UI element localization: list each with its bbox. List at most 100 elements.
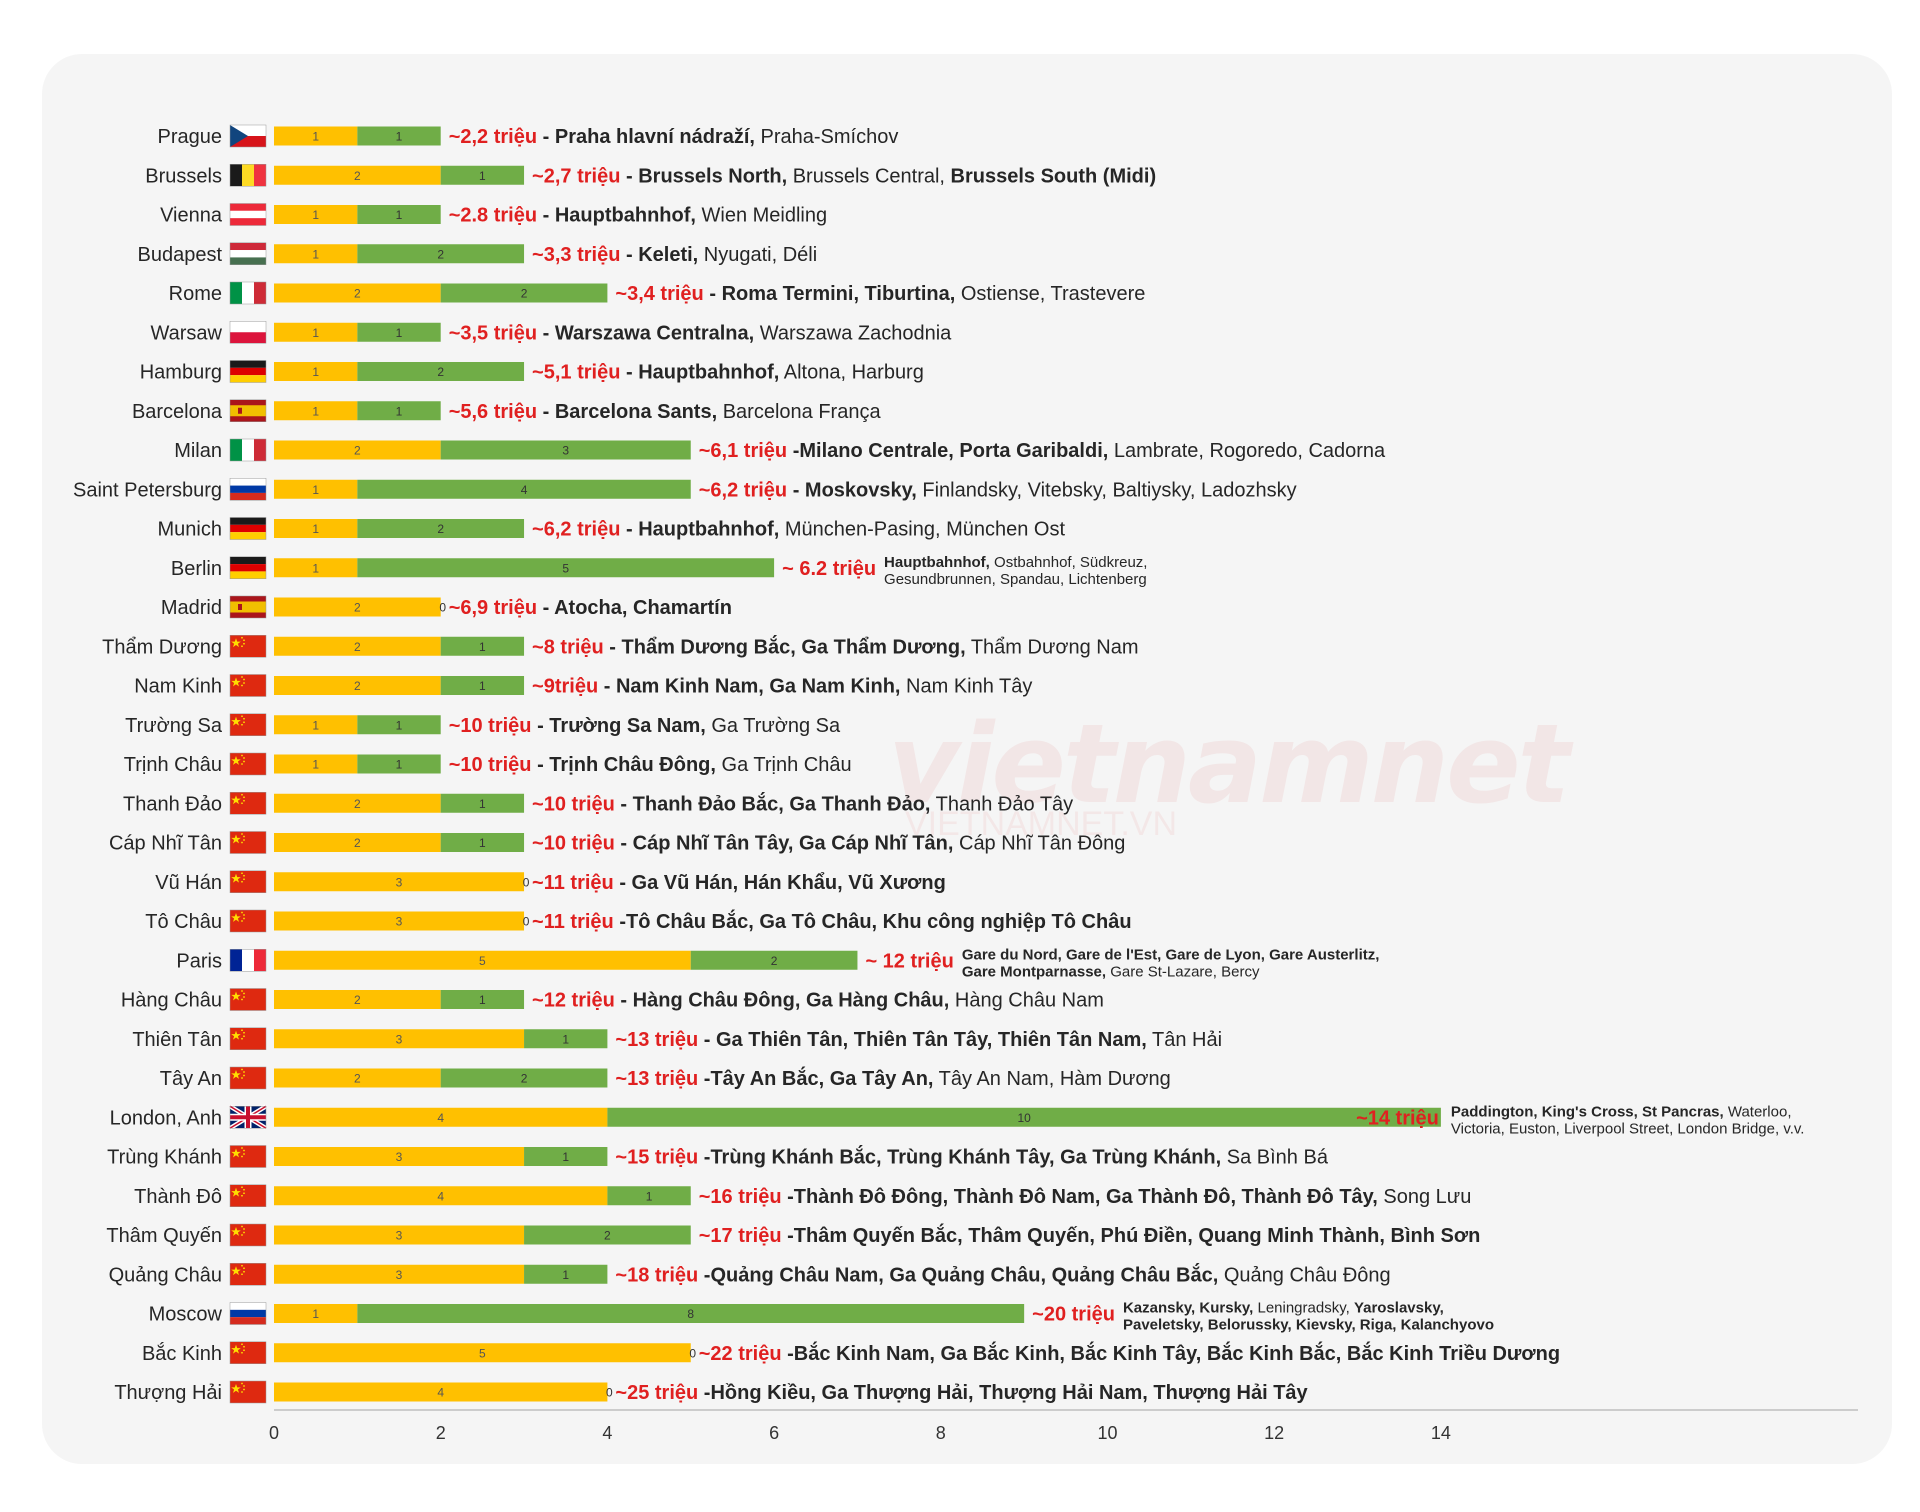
population-label: ~20 triệu bbox=[1032, 1304, 1115, 1326]
station-annotation: ~25 triệu -Hồng Kiều, Ga Thượng Hải, Thư… bbox=[615, 1382, 1308, 1404]
category-label: Rome bbox=[169, 283, 222, 305]
category-label: Barcelona bbox=[132, 401, 223, 423]
station-annotation: ~3,5 triệu - Warszawa Centralna, Warszaw… bbox=[449, 322, 952, 344]
bar-value-label-2: 1 bbox=[479, 679, 486, 693]
bar-segment-2 bbox=[524, 1264, 608, 1284]
bar-segment-1 bbox=[274, 1225, 525, 1245]
bar-value-label-2: 2 bbox=[437, 365, 444, 379]
category-label: Trịnh Châu bbox=[124, 754, 222, 776]
bar-value-label-1: 3 bbox=[396, 915, 403, 929]
bar-value-label-2: 1 bbox=[479, 640, 486, 654]
category-label: Munich bbox=[158, 519, 222, 541]
category-label: Vũ Hán bbox=[155, 872, 222, 894]
flag-cn-icon bbox=[229, 988, 267, 1011]
category-label: Vienna bbox=[160, 205, 223, 227]
flag-cn-icon bbox=[229, 1027, 267, 1050]
flag-it-icon bbox=[229, 438, 267, 462]
bar-segment-1 bbox=[274, 676, 441, 695]
bar-segment-2 bbox=[440, 793, 525, 813]
bar-segment-1 bbox=[274, 126, 358, 146]
bar-segment-2 bbox=[607, 1107, 1441, 1127]
flag-ru-icon bbox=[229, 478, 267, 501]
bar-value-label-1: 2 bbox=[354, 836, 361, 850]
bar-segment-1 bbox=[274, 911, 525, 931]
bar-segment-1 bbox=[274, 165, 441, 185]
bar-value-label-2: 2 bbox=[437, 522, 444, 536]
bar-value-label-1: 1 bbox=[312, 404, 319, 418]
bar-value-label-1: 3 bbox=[396, 875, 403, 889]
category-label: Paris bbox=[176, 950, 222, 972]
bar-segment-2 bbox=[357, 322, 441, 342]
station-annotation: ~22 triệu -Bắc Kinh Nam, Ga Bắc Kinh, Bắ… bbox=[699, 1341, 1560, 1365]
population-label: ~14 triệu bbox=[1356, 1107, 1439, 1129]
flag-de-icon bbox=[229, 556, 267, 579]
category-label: Hamburg bbox=[140, 362, 222, 384]
bar-segment-1 bbox=[274, 244, 358, 264]
bar-value-label-1: 1 bbox=[312, 130, 319, 144]
bar-segment-1 bbox=[274, 1186, 608, 1206]
bar-segment-1 bbox=[274, 872, 525, 892]
bar-value-label-2: 0 bbox=[689, 1346, 696, 1360]
category-label: Nam Kinh bbox=[134, 676, 222, 698]
bar-value-label-1: 1 bbox=[312, 365, 319, 379]
bar-segment-1 bbox=[274, 1107, 608, 1127]
station-annotation: ~6,2 triệu - Moskovsky, Finlandsky, Vite… bbox=[699, 479, 1297, 501]
bar-value-label-2: 0 bbox=[523, 875, 530, 889]
bar-segment-1 bbox=[274, 715, 358, 735]
category-label: Cáp Nhĩ Tân bbox=[109, 833, 222, 855]
station-annotation: ~5,1 triệu - Hauptbahnhof, Altona, Harbu… bbox=[532, 362, 924, 384]
station-annotation: ~2.8 triệu - Hauptbahnhof, Wien Meidling bbox=[449, 205, 827, 227]
bar-segment-2 bbox=[440, 636, 525, 656]
flag-fr-icon bbox=[229, 949, 267, 972]
population-label: ~ 12 triệu bbox=[865, 950, 953, 972]
bar-segment-1 bbox=[274, 793, 441, 813]
bar-value-label-2: 1 bbox=[479, 993, 486, 1007]
bar-value-label-2: 1 bbox=[396, 758, 403, 772]
bar-value-label-2: 2 bbox=[604, 1229, 611, 1243]
flag-uk-icon bbox=[228, 1104, 268, 1131]
flag-at-icon bbox=[229, 203, 267, 226]
flag-es-icon bbox=[229, 595, 267, 619]
flag-cn-icon bbox=[229, 713, 267, 736]
bar-value-label-1: 1 bbox=[312, 758, 319, 772]
flag-cn-icon bbox=[229, 1184, 267, 1207]
bar-segment-2 bbox=[440, 1068, 608, 1088]
flag-cn-icon bbox=[229, 909, 267, 933]
bar-segment-1 bbox=[274, 401, 358, 421]
bar-segment-1 bbox=[274, 1304, 358, 1323]
bar-value-label-1: 2 bbox=[354, 679, 361, 693]
station-annotation: ~17 triệu -Thâm Quyến Bắc, Thâm Quyến, P… bbox=[699, 1223, 1481, 1247]
bar-value-label-1: 2 bbox=[354, 797, 361, 811]
flag-cn-icon bbox=[229, 1341, 267, 1364]
bar-value-label-1: 1 bbox=[312, 561, 319, 575]
bar-value-label-2: 1 bbox=[562, 1150, 569, 1164]
bar-value-label-2: 0 bbox=[523, 915, 530, 929]
bar-segment-1 bbox=[274, 1382, 608, 1402]
x-tick-label: 8 bbox=[936, 1423, 946, 1443]
bar-segment-1 bbox=[274, 322, 358, 342]
station-annotation: ~5,6 triệu - Barcelona Sants, Barcelona … bbox=[449, 401, 882, 423]
bar-segment-2 bbox=[357, 519, 525, 538]
bar-segment-1 bbox=[274, 519, 358, 538]
category-label: Tô Châu bbox=[145, 911, 222, 933]
x-tick-label: 14 bbox=[1431, 1423, 1451, 1443]
bar-value-label-1: 2 bbox=[354, 993, 361, 1007]
category-label: Saint Petersburg bbox=[73, 479, 222, 501]
flag-be-icon bbox=[229, 164, 267, 187]
bar-value-label-2: 1 bbox=[646, 1189, 653, 1203]
station-annotation: ~16 triệu -Thành Đô Đông, Thành Đô Nam, … bbox=[699, 1186, 1472, 1208]
bar-value-label-1: 1 bbox=[312, 326, 319, 340]
bar-value-label-1: 1 bbox=[312, 522, 319, 536]
station-annotation: ~2,2 triệu - Praha hlavní nádraží, Praha… bbox=[449, 126, 899, 148]
bar-segment-1 bbox=[274, 636, 441, 656]
station-annotation: ~15 triệu -Trùng Khánh Bắc, Trùng Khánh … bbox=[615, 1145, 1328, 1169]
station-annotation: ~6,9 triệu - Atocha, Chamartín bbox=[449, 597, 732, 619]
bar-value-label-1: 1 bbox=[312, 247, 319, 261]
bar-value-label-2: 2 bbox=[771, 954, 778, 968]
station-annotation-line-1: Hauptbahnhof, Ostbahnhof, Südkreuz, bbox=[884, 554, 1147, 571]
bar-segment-1 bbox=[274, 833, 441, 852]
flag-cn-icon bbox=[229, 1380, 267, 1404]
bar-segment-1 bbox=[274, 1029, 525, 1049]
station-annotation: ~10 triệu - Cáp Nhĩ Tân Tây, Ga Cáp Nhĩ … bbox=[532, 833, 1125, 855]
